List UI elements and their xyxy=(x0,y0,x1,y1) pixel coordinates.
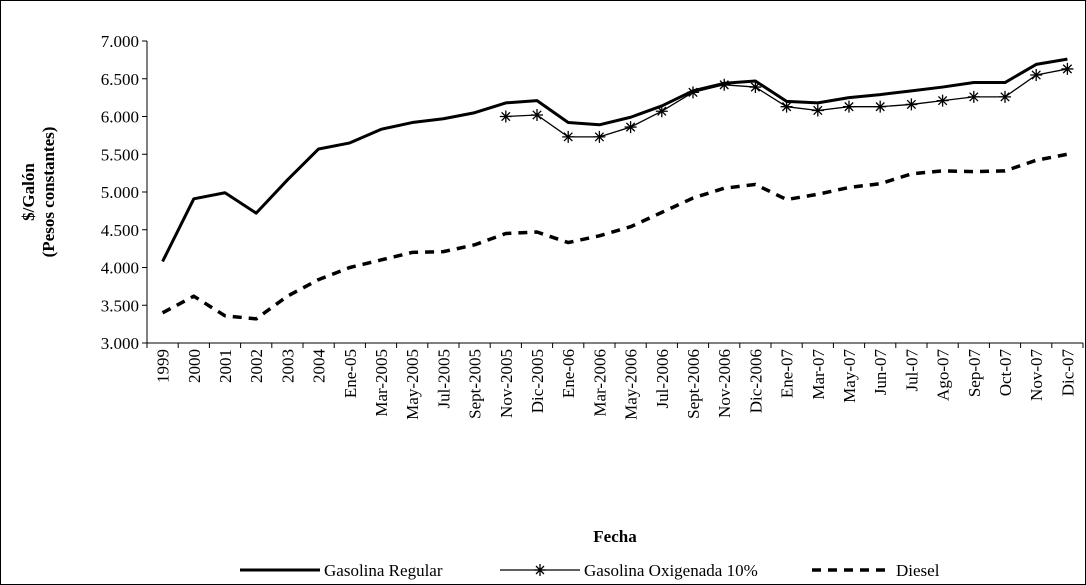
y-tick-label: 6.500 xyxy=(101,70,139,89)
x-tick-label: Oct-07 xyxy=(996,349,1015,397)
y-tick-label: 7.000 xyxy=(101,32,139,51)
y-tick-label: 4.500 xyxy=(101,221,139,240)
series-marker xyxy=(967,90,980,103)
x-tick-label: 2000 xyxy=(185,349,204,383)
x-tick-label: Jun-07 xyxy=(871,349,890,396)
series-marker xyxy=(780,100,793,113)
x-tick-label: Sep-07 xyxy=(965,349,984,398)
x-tick-label: Ene-06 xyxy=(559,349,578,398)
legend-label: Gasolina Oxigenada 10% xyxy=(584,561,758,580)
x-tick-label: Dic-2006 xyxy=(746,349,765,413)
series-marker xyxy=(905,98,918,111)
x-tick-label: Dic-2005 xyxy=(528,349,547,413)
x-tick-label: Mar-2006 xyxy=(590,349,609,417)
x-tick-label: Mar-2005 xyxy=(372,349,391,417)
series-marker xyxy=(936,94,949,107)
x-tick-label: Nov-07 xyxy=(1027,349,1046,401)
x-tick-label: Ene-05 xyxy=(341,349,360,398)
y-tick-label: 5.500 xyxy=(101,145,139,164)
series-line xyxy=(161,57,1068,263)
x-tick-label: 1999 xyxy=(154,349,173,383)
series-marker xyxy=(874,100,887,113)
series-marker xyxy=(499,110,512,123)
x-tick-label: 2003 xyxy=(278,349,297,383)
y-tick-label: 3.500 xyxy=(101,296,139,315)
series-marker xyxy=(655,105,668,118)
x-tick-label: Sept-2006 xyxy=(684,349,703,419)
y-tick-label: 3.000 xyxy=(101,334,139,353)
y-axis-label: $/Galón xyxy=(19,163,38,221)
x-tick-label: 2004 xyxy=(310,349,329,384)
series-marker xyxy=(999,90,1011,103)
x-tick-label: 2001 xyxy=(216,349,235,383)
x-tick-label: Nov-2005 xyxy=(497,349,516,418)
x-axis-label: Fecha xyxy=(593,527,637,546)
y-axis-label: (Pesos constantes) xyxy=(39,127,58,258)
series-marker xyxy=(843,100,855,113)
series-marker xyxy=(531,108,543,121)
series-line xyxy=(161,152,1068,321)
legend-marker xyxy=(534,564,546,576)
x-tick-label: May-2006 xyxy=(622,349,641,420)
x-tick-label: Jul-07 xyxy=(902,349,921,392)
series-marker xyxy=(687,86,699,99)
x-tick-label: Nov-2006 xyxy=(715,349,734,418)
x-tick-label: Dic-07 xyxy=(1058,349,1077,397)
series-marker xyxy=(811,104,824,117)
y-tick-label: 4.000 xyxy=(101,259,139,278)
series-marker xyxy=(562,130,575,143)
legend-label: Gasolina Regular xyxy=(324,561,443,580)
series-marker xyxy=(593,130,606,143)
x-tick-label: May-2005 xyxy=(403,349,422,420)
x-tick-label: May-07 xyxy=(840,349,859,403)
x-tick-label: Jul-2005 xyxy=(434,349,453,409)
series-marker xyxy=(1030,68,1043,81)
legend-label: Diesel xyxy=(896,561,940,580)
x-tick-label: Ene-07 xyxy=(778,349,797,399)
x-tick-label: Jul-2006 xyxy=(653,349,672,409)
series-marker xyxy=(718,78,731,91)
y-tick-label: 5.000 xyxy=(101,183,139,202)
x-tick-label: Sept-2005 xyxy=(466,349,485,419)
x-tick-label: Mar-07 xyxy=(809,349,828,400)
x-tick-label: 2002 xyxy=(247,349,266,383)
x-tick-label: Ago-07 xyxy=(934,349,953,401)
series-marker xyxy=(1061,62,1074,75)
y-tick-label: 6.000 xyxy=(101,108,139,127)
series-marker xyxy=(624,121,637,134)
series-marker xyxy=(749,81,762,94)
